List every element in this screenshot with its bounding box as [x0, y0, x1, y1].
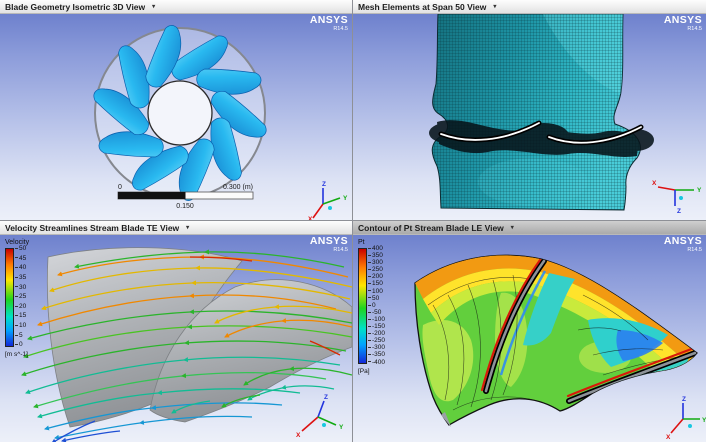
viewport-title-streamlines[interactable]: Velocity Streamlines Stream Blade TE Vie…: [0, 221, 352, 235]
dropdown-arrow-icon[interactable]: ▾: [493, 3, 497, 10]
legend-tick-label: 30: [15, 284, 26, 292]
mesh-dense-band: [429, 120, 654, 157]
viewport-streamlines: Velocity Streamlines Stream Blade TE Vie…: [0, 221, 353, 442]
legend-tick-label: 300: [368, 260, 385, 267]
triad: Z Y X: [666, 396, 706, 441]
color-bar: [358, 248, 367, 364]
legend-tick-label: 200: [368, 274, 385, 281]
ansys-logo: ANSYS R14.5: [309, 235, 348, 253]
contour-render: Z Y X: [414, 254, 706, 441]
legend-tick-label: 15: [15, 313, 26, 320]
contour-plot: [414, 254, 698, 427]
legend-tick-label: 20: [15, 303, 26, 311]
dropdown-arrow-icon[interactable]: ▾: [510, 224, 514, 231]
svg-text:Z: Z: [682, 396, 686, 403]
pt-legend: Pt 400 350 300 250 200 150 100 50 0 -50 -100 -150 -2…: [358, 239, 385, 375]
triad: X Y Z: [652, 180, 702, 215]
mesh-surface: [429, 14, 654, 211]
blade-profiles: [480, 258, 697, 404]
dropdown-arrow-icon[interactable]: ▾: [152, 3, 156, 10]
streamlines-canvas[interactable]: ANSYS R14.5 Velocity 50 45 40 35 30 25 20 15 10 5…: [0, 235, 352, 442]
legend-tick-label: 35: [15, 274, 26, 282]
svg-text:Y: Y: [702, 417, 706, 424]
legend-tick-label: 50: [368, 295, 385, 303]
svg-text:Z: Z: [322, 181, 326, 188]
svg-text:X: X: [296, 432, 301, 439]
legend-tick-label: 10: [15, 323, 26, 330]
legend-tick-label: 0: [368, 302, 385, 310]
hub-spike: [441, 412, 451, 427]
legend-tick-label: 25: [15, 294, 26, 301]
triad: Z Y X: [308, 181, 348, 221]
hub-bore: [147, 80, 213, 146]
legend-tick-label: -400: [368, 359, 385, 367]
legend-ticks: 400 350 300 250 200 150 100 50 0 -50 -100 -150 -200-…: [368, 245, 385, 367]
legend-tick-label: 45: [15, 255, 26, 263]
svg-text:X: X: [666, 434, 671, 441]
ansys-logo: ANSYS R14.5: [663, 235, 702, 253]
svg-text:X: X: [308, 216, 313, 221]
viewport-title-label: Mesh Elements at Span 50 View: [358, 1, 487, 12]
contour-lines: [427, 274, 679, 411]
viewport-title-blade-geometry[interactable]: Blade Geometry Isometric 3D View ▾: [0, 0, 352, 14]
viewport-title-contour[interactable]: Contour of Pt Stream Blade LE View ▾: [353, 221, 706, 235]
streamlines: [21, 249, 352, 442]
svg-text:0.150: 0.150: [176, 203, 194, 210]
viewport-mesh: Mesh Elements at Span 50 View ▾ ANSYS R1…: [353, 0, 706, 221]
ansys-logo: ANSYS R14.5: [663, 14, 702, 32]
ansys-logo: ANSYS R14.5: [309, 14, 348, 32]
viewport-title-label: Contour of Pt Stream Blade LE View: [358, 222, 504, 233]
dropdown-arrow-icon[interactable]: ▾: [186, 224, 190, 231]
legend-unit: [Pa]: [358, 368, 370, 375]
viewport-title-mesh[interactable]: Mesh Elements at Span 50 View ▾: [353, 0, 706, 14]
streamlines-render: Z Y X: [21, 247, 352, 442]
legend-tick-label: 40: [15, 265, 26, 272]
svg-text:Y: Y: [697, 187, 702, 194]
svg-text:Y: Y: [343, 195, 348, 202]
legend-unit: [m s^-1]: [5, 351, 28, 358]
legend-tick-label: 0: [15, 342, 26, 349]
impeller: [91, 22, 269, 204]
viewport-blade-geometry: Blade Geometry Isometric 3D View ▾ ANSYS…: [0, 0, 353, 221]
legend-tick-label: -200: [368, 331, 385, 338]
contour-canvas[interactable]: ANSYS R14.5 Pt 400 350 300 250 200 150 100 50 0-…: [353, 235, 706, 442]
legend-tick-label: -350: [368, 352, 385, 359]
triad: Z Y X: [296, 394, 344, 439]
legend-tick-label: 150: [368, 281, 385, 288]
svg-text:Y: Y: [339, 424, 344, 431]
mesh-canvas[interactable]: ANSYS R14.5: [353, 14, 706, 220]
velocity-legend: Velocity 50 45 40 35 30 25 20 15 10 5 0 [m s^-1]: [5, 239, 29, 358]
svg-text:0: 0: [118, 184, 122, 191]
legend-tick-label: -250: [368, 338, 385, 345]
color-bar: [5, 248, 14, 347]
mesh-render: X Y Z: [429, 14, 702, 215]
legend-ticks: 50 45 40 35 30 25 20 15 10 5 0: [15, 245, 26, 349]
legend-tick-label: 5: [15, 332, 26, 340]
legend-title: Velocity: [5, 239, 30, 246]
legend-tick-label: 250: [368, 267, 385, 274]
blade-geometry-render: 0 0.300 (m) 0.150 Z Y X: [91, 22, 348, 221]
blade-sheets: [46, 247, 352, 428]
blade-sections: [438, 120, 644, 146]
legend-tick-label: 350: [368, 253, 385, 260]
legend-title: Pt: [358, 239, 365, 246]
scale-ruler: 0 0.300 (m) 0.150: [117, 184, 254, 210]
viewport-contour: Contour of Pt Stream Blade LE View ▾ ANS…: [353, 221, 706, 442]
viewport-title-label: Velocity Streamlines Stream Blade TE Vie…: [5, 222, 180, 233]
svg-text:Z: Z: [324, 394, 328, 401]
legend-tick-label: -300: [368, 345, 385, 352]
legend-tick-label: 50: [15, 245, 26, 253]
blade-geometry-canvas[interactable]: ANSYS R14.5: [0, 14, 352, 221]
legend-tick-label: -100: [368, 316, 385, 324]
svg-text:Z: Z: [677, 208, 681, 215]
svg-text:0.300 (m): 0.300 (m): [223, 184, 253, 191]
legend-tick-label: 400: [368, 245, 385, 253]
viewport-title-label: Blade Geometry Isometric 3D View: [5, 1, 146, 12]
legend-tick-label: -50: [368, 309, 385, 317]
legend-tick-label: 100: [368, 288, 385, 296]
svg-text:X: X: [652, 180, 657, 187]
legend-tick-label: -150: [368, 324, 385, 331]
